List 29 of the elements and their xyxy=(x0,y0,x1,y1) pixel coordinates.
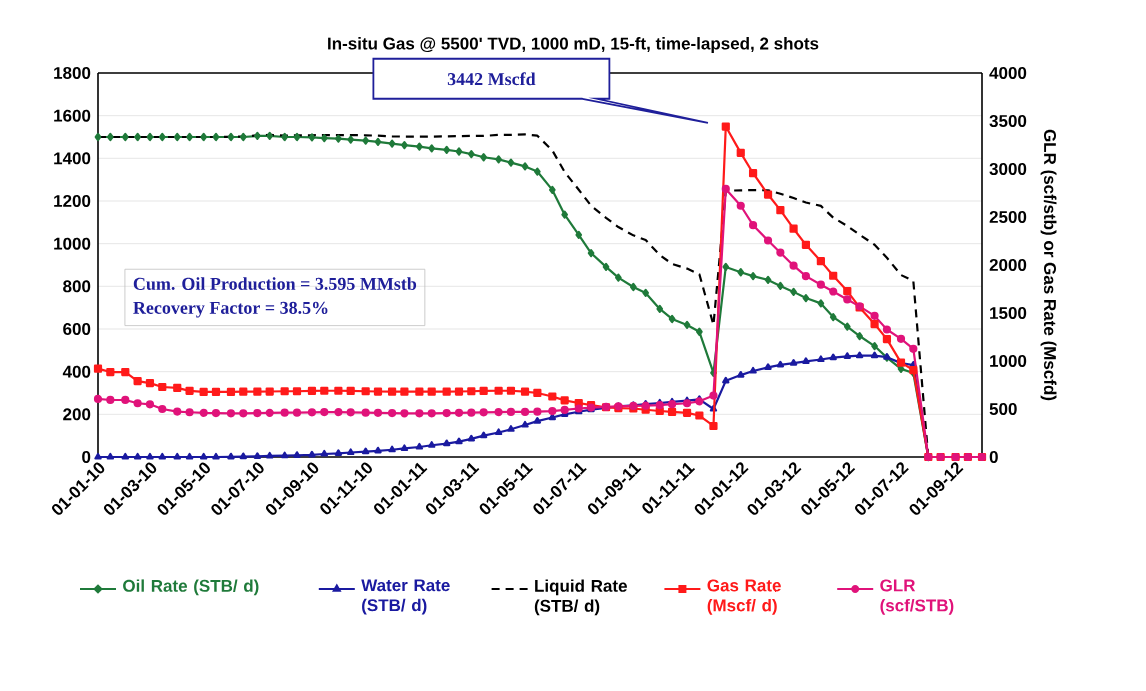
legend-label: Oil Rate (STB/ d) xyxy=(123,579,259,596)
y-tick-label: 1000 xyxy=(54,237,91,250)
chart-title: In-situ Gas @ 5500' TVD, 1000 mD, 15-ft, time-lapsed, 2 shots xyxy=(328,37,819,53)
annotation: Cum. Oil Production = 3.595 MMstb xyxy=(133,277,417,290)
annotation: 3442 Mscfd xyxy=(447,72,536,86)
y2-axis-title: GLR (scf/stb) or Gas Rate (Mscfd) xyxy=(1040,129,1057,401)
legend-label: Gas Rate (Mscf/ d) xyxy=(707,579,781,615)
legend-label: GLR (scf/STB) xyxy=(880,579,954,615)
y2-tick-label: 500 xyxy=(989,402,1017,416)
y2-tick-label: 4000 xyxy=(989,66,1027,80)
y-tick-label: 1200 xyxy=(54,194,91,208)
y-tick-label: 600 xyxy=(63,322,91,336)
legend-label: Liquid Rate (STB/ d) xyxy=(534,579,627,616)
y-tick-label: 1800 xyxy=(54,66,91,79)
y-tick-label: 0 xyxy=(82,450,91,464)
annotation: Recovery Factor = 38.5% xyxy=(133,301,328,318)
y-tick-label: 800 xyxy=(63,280,91,293)
y2-tick-label: 1500 xyxy=(990,306,1027,320)
y2-tick-label: 0 xyxy=(989,450,998,464)
y-tick-label: 400 xyxy=(62,365,91,378)
y-tick-label: 200 xyxy=(63,408,91,421)
y-tick-label: 1600 xyxy=(54,109,91,122)
legend-label: Water Rate (STB/ d) xyxy=(361,579,450,615)
y2-tick-label: 3000 xyxy=(989,162,1027,176)
y2-tick-label: 1000 xyxy=(990,354,1027,368)
y2-tick-label: 3500 xyxy=(989,114,1027,128)
y-tick-label: 1400 xyxy=(54,152,91,165)
y2-tick-label: 2000 xyxy=(989,258,1027,272)
y2-tick-label: 2500 xyxy=(989,210,1027,224)
